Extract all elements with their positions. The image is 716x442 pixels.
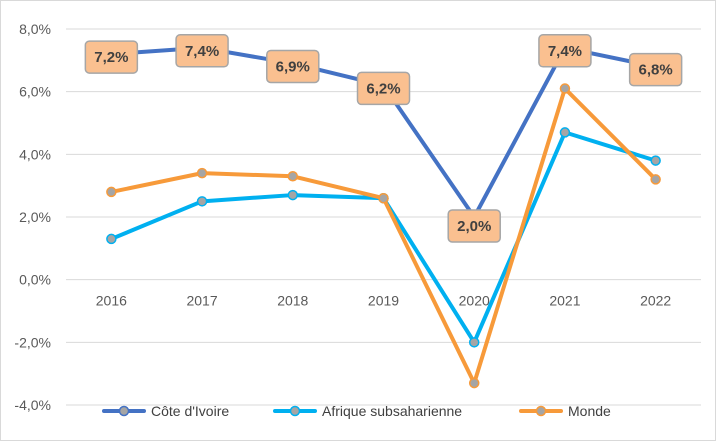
x-tick-label: 2020 xyxy=(459,293,490,309)
data-label: 7,4% xyxy=(548,43,582,60)
legend-label: Monde xyxy=(568,403,611,419)
x-tick-label: 2016 xyxy=(96,293,127,309)
x-tick-label: 2019 xyxy=(368,293,399,309)
y-tick-label: 2,0% xyxy=(19,209,51,225)
y-tick-label: 8,0% xyxy=(19,21,51,37)
data-point xyxy=(378,192,389,204)
data-label: 7,4% xyxy=(185,43,219,60)
series-line-1 xyxy=(109,130,658,345)
data-label: 7,2% xyxy=(94,49,128,66)
data-point xyxy=(650,155,661,166)
data-label: 6,9% xyxy=(276,58,310,75)
legend-label: Côte d'Ivoire xyxy=(151,403,229,419)
x-tick-label: 2017 xyxy=(186,293,217,309)
data-label: 6,8% xyxy=(639,62,673,79)
data-point xyxy=(559,83,571,94)
data-label-box xyxy=(266,49,320,84)
legend-label: Afrique subsaharienne xyxy=(322,403,462,419)
y-tick-label: 4,0% xyxy=(19,146,51,162)
data-point xyxy=(287,189,299,201)
legend-marker xyxy=(118,405,130,417)
data-point xyxy=(196,167,208,179)
y-tick-label: 6,0% xyxy=(19,84,51,100)
legend-marker xyxy=(535,405,547,417)
data-point xyxy=(559,127,571,138)
x-tick-label: 2021 xyxy=(549,293,580,309)
data-point xyxy=(106,233,117,245)
y-tick-label: -2,0% xyxy=(14,334,51,350)
data-point xyxy=(106,186,117,198)
x-tick-label: 2018 xyxy=(277,293,308,309)
data-point xyxy=(287,171,299,182)
data-point xyxy=(468,377,480,389)
data-label: 6,2% xyxy=(366,80,400,97)
data-label-box xyxy=(356,71,411,106)
y-tick-label: -4,0% xyxy=(14,397,51,413)
data-label-box xyxy=(538,34,592,68)
data-point xyxy=(468,337,480,348)
legend-marker xyxy=(289,405,301,417)
data-label: 2,0% xyxy=(457,218,491,235)
series-line-2 xyxy=(109,86,658,386)
x-tick-label: 2022 xyxy=(640,293,671,309)
data-point xyxy=(196,196,208,207)
data-label-box xyxy=(447,209,501,243)
data-label-box xyxy=(175,34,229,68)
y-tick-label: 0,0% xyxy=(19,272,51,288)
data-label-box xyxy=(628,52,683,87)
data-point xyxy=(650,174,661,185)
data-label-box xyxy=(84,40,139,74)
